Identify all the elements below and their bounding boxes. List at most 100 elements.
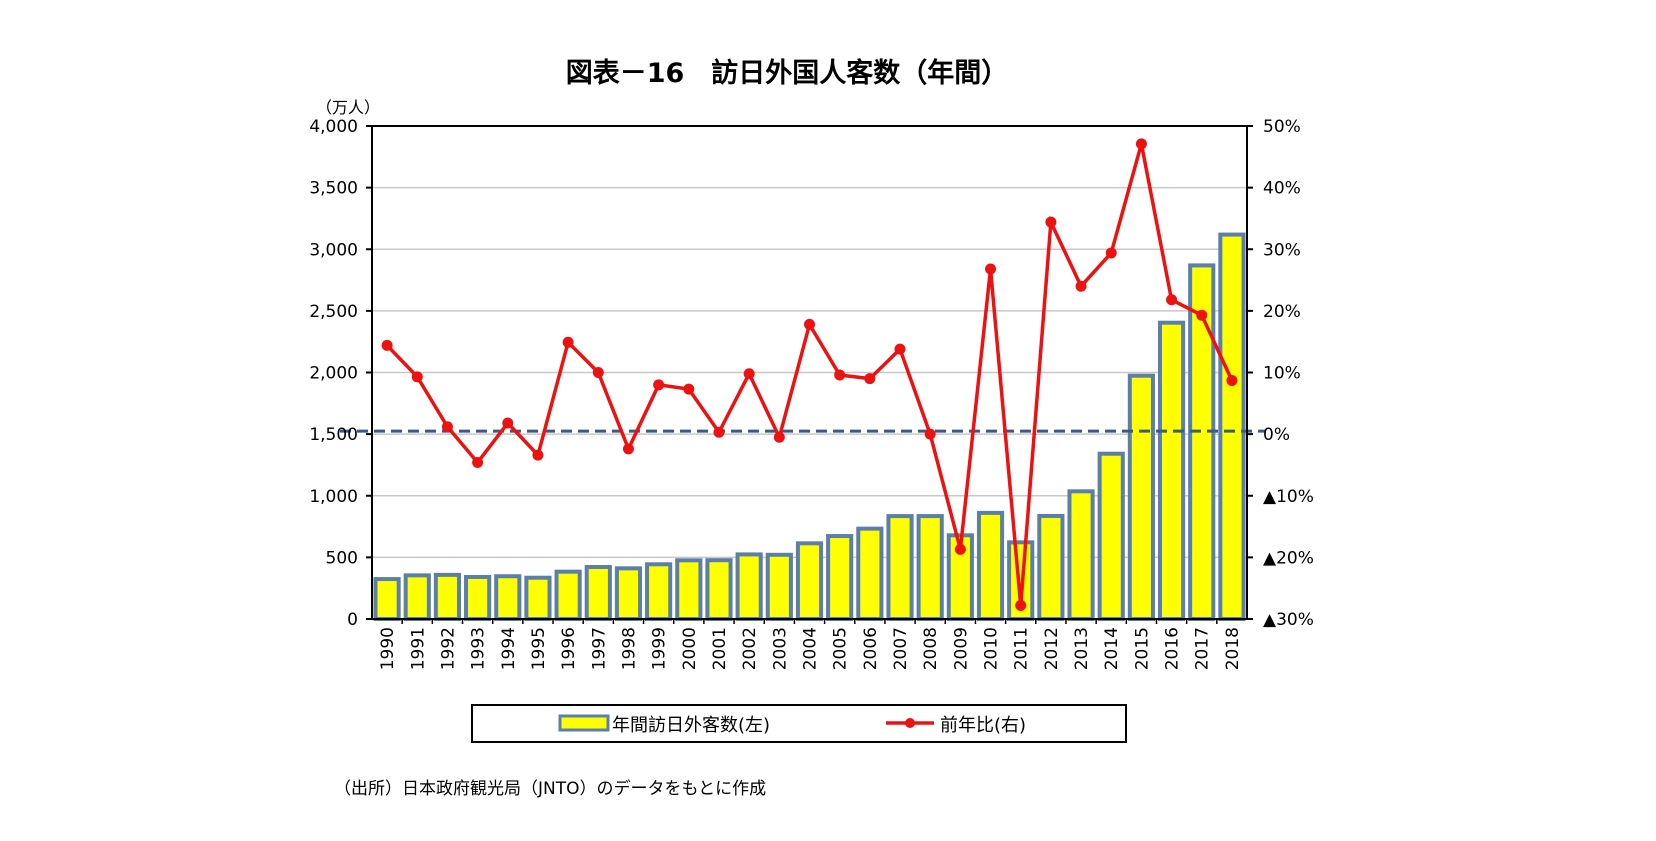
bar-2018	[1218, 232, 1246, 621]
bar-2010	[976, 510, 1005, 622]
x-tick-label: 2015	[1132, 627, 1152, 670]
bar-1993	[464, 574, 492, 621]
yoy-point-1994	[502, 417, 514, 429]
x-tick-label: 1993	[469, 627, 489, 670]
yoy-point-1991	[411, 371, 423, 383]
x-tick-label: 2007	[891, 627, 911, 670]
bar-1992	[433, 572, 462, 622]
yoy-point-2006	[864, 373, 876, 385]
yoy-point-2000	[683, 383, 695, 395]
bar-2003	[765, 552, 793, 621]
yoy-point-1999	[653, 379, 665, 391]
yoy-point-2007	[894, 343, 906, 355]
bar-1999	[645, 562, 673, 621]
x-tick-label: 1990	[378, 627, 398, 670]
yoy-point-2018	[1226, 375, 1238, 387]
bar-2016	[1157, 320, 1186, 621]
bar-2002	[735, 552, 763, 621]
yoy-point-1996	[562, 336, 574, 348]
bar-1998	[614, 566, 643, 621]
bar-2012	[1037, 513, 1065, 622]
bar-1991	[403, 573, 431, 622]
x-tick-label: 2009	[951, 627, 971, 670]
x-tick-label: 2005	[831, 627, 851, 670]
x-tick-label: 1992	[438, 627, 458, 670]
y-left-tick-label: 3,500	[309, 179, 358, 199]
x-tick-label: 2000	[680, 627, 700, 670]
x-tick-label: 1995	[529, 627, 549, 670]
yoy-point-2008	[924, 428, 936, 440]
bar-2008	[916, 514, 944, 621]
bar-2001	[705, 558, 733, 622]
bar-1997	[584, 564, 612, 622]
bar-2004	[795, 541, 824, 622]
bar-2006	[856, 526, 884, 622]
y-right-tick-label: 20%	[1263, 302, 1301, 322]
x-tick-label: 2003	[770, 627, 790, 670]
x-tick-label: 1996	[559, 627, 579, 670]
legend: 年間訪日外客数(左) 前年比(右)	[471, 704, 1127, 743]
legend-line-marker	[905, 718, 915, 728]
y-left-tick-label: 1,000	[309, 487, 358, 507]
x-tick-label: 2002	[740, 627, 760, 670]
x-tick-label: 2008	[921, 627, 941, 670]
yoy-point-2003	[773, 431, 785, 443]
legend-bar-swatch	[558, 714, 610, 732]
yoy-point-1993	[472, 456, 484, 468]
bar-1996	[554, 569, 582, 621]
legend-bar-label: 年間訪日外客数(左)	[612, 715, 770, 736]
y-left-tick-label: 2,000	[309, 364, 358, 384]
yoy-point-2012	[1045, 216, 1057, 228]
yoy-point-2013	[1075, 280, 1087, 292]
x-tick-label: 2016	[1163, 627, 1183, 670]
y-left-tick-label: 500	[326, 548, 358, 568]
yoy-point-2002	[743, 368, 755, 380]
y-right-tick-label: ▲10%	[1263, 487, 1314, 507]
x-tick-label: 2017	[1193, 627, 1213, 670]
yoy-point-1992	[441, 421, 453, 433]
y-left-tick-label: 3,000	[309, 240, 358, 260]
yoy-point-2015	[1135, 138, 1147, 150]
x-tick-label: 1991	[408, 627, 428, 670]
y-right-tick-label: ▲30%	[1263, 610, 1314, 630]
x-tick-label: 1999	[650, 627, 670, 670]
x-tick-label: 1994	[499, 627, 519, 670]
x-tick-label: 1998	[619, 627, 639, 670]
bar-1995	[524, 575, 552, 621]
y-left-tick-label: 4,000	[309, 117, 358, 137]
bar-2007	[886, 514, 914, 621]
yoy-point-2011	[1015, 599, 1027, 611]
y-right-tick-label: 10%	[1263, 364, 1301, 384]
y-left-tick-label: 1,500	[309, 425, 358, 445]
yoy-point-1998	[622, 443, 634, 455]
source-note: （出所）日本政府観光局（JNTO）のデータをもとに作成	[334, 778, 766, 799]
legend-line-label: 前年比(右)	[940, 715, 1026, 736]
yoy-point-1995	[532, 449, 544, 461]
x-tick-label: 2012	[1042, 627, 1062, 670]
yoy-point-2016	[1166, 294, 1178, 306]
x-tick-label: 2010	[982, 627, 1002, 670]
y-left-unit: （万人）	[316, 98, 380, 117]
yoy-point-2014	[1105, 247, 1117, 259]
y-right-tick-label: 50%	[1263, 117, 1301, 137]
y-left-tick-label: 2,500	[309, 302, 358, 322]
yoy-point-2004	[804, 318, 815, 330]
bar-1994	[494, 574, 522, 621]
yoy-point-1990	[381, 339, 393, 351]
yoy-point-2001	[713, 426, 725, 438]
y-right-tick-label: 40%	[1263, 179, 1301, 199]
yoy-point-2005	[834, 369, 846, 381]
y-right-tick-label: 30%	[1263, 240, 1301, 260]
y-right-tick-label: ▲20%	[1263, 548, 1314, 568]
bar-1990	[373, 577, 401, 622]
yoy-point-2010	[985, 263, 997, 275]
yoy-point-2017	[1196, 309, 1208, 321]
x-tick-label: 2001	[710, 627, 730, 670]
y-left-tick-label: 0	[347, 610, 358, 630]
x-tick-label: 2004	[801, 627, 821, 670]
x-tick-label: 2018	[1223, 627, 1243, 670]
yoy-point-2009	[954, 543, 966, 555]
bar-2000	[675, 558, 703, 622]
chart-title: 図表－16 訪日外国人客数（年間）	[566, 57, 1009, 89]
